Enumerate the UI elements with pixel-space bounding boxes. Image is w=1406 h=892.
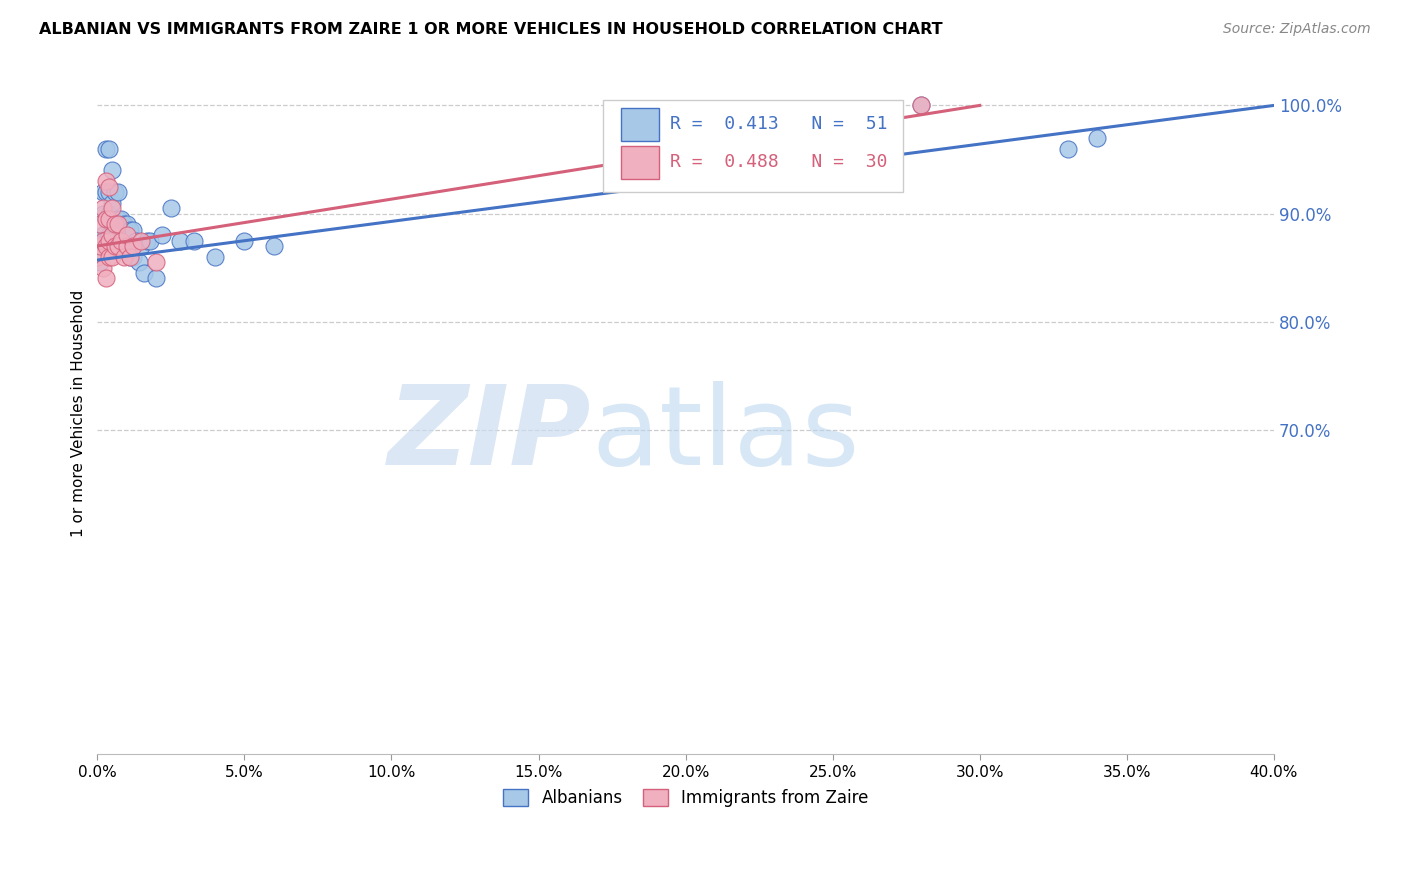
Text: R =  0.413   N =  51: R = 0.413 N = 51 [671, 115, 887, 133]
Point [131, 239, 153, 253]
Point [98, 211, 121, 226]
Legend: Albanians, Immigrants from Zaire: Albanians, Immigrants from Zaire [496, 782, 875, 814]
Point [101, 239, 124, 253]
Y-axis label: 1 or more Vehicles in Household: 1 or more Vehicles in Household [72, 290, 86, 537]
Point [121, 250, 143, 264]
Point [115, 239, 138, 253]
Point [910, 98, 932, 112]
Point [150, 228, 173, 243]
Point [107, 234, 129, 248]
Point [98, 234, 121, 248]
Point [107, 211, 129, 226]
Point [131, 234, 153, 248]
Point [112, 239, 135, 253]
Point [118, 250, 141, 264]
Point [183, 234, 205, 248]
Point [101, 218, 124, 232]
Point [89, 218, 111, 232]
Text: atlas: atlas [592, 381, 860, 488]
Point [233, 234, 256, 248]
Point [89, 255, 111, 269]
Point [107, 239, 129, 253]
Point [1057, 142, 1080, 156]
Point [1087, 131, 1109, 145]
Point [98, 228, 121, 243]
Point [89, 234, 111, 248]
Point [104, 239, 127, 253]
Point [101, 250, 124, 264]
Point [134, 266, 156, 280]
Point [115, 218, 138, 232]
Point [107, 218, 129, 232]
Point [96, 234, 118, 248]
Point [96, 211, 118, 226]
Point [91, 228, 114, 243]
Point [145, 271, 167, 285]
Point [101, 163, 124, 178]
Point [115, 228, 138, 243]
Point [91, 201, 114, 215]
Point [96, 239, 118, 253]
Point [89, 239, 111, 253]
Point [112, 250, 135, 264]
Point [86, 250, 108, 264]
Point [104, 185, 127, 199]
Point [124, 234, 146, 248]
Point [121, 239, 143, 253]
Point [115, 244, 138, 259]
Point [98, 142, 121, 156]
Point [101, 201, 124, 215]
Point [98, 185, 121, 199]
Text: ALBANIAN VS IMMIGRANTS FROM ZAIRE 1 OR MORE VEHICLES IN HOUSEHOLD CORRELATION CH: ALBANIAN VS IMMIGRANTS FROM ZAIRE 1 OR M… [39, 22, 943, 37]
Point [104, 218, 127, 232]
Point [263, 239, 285, 253]
Point [139, 234, 162, 248]
Point [91, 185, 114, 199]
Point [91, 234, 114, 248]
Point [110, 234, 132, 248]
Text: R =  0.488   N =  30: R = 0.488 N = 30 [671, 153, 887, 170]
Point [128, 255, 150, 269]
Point [96, 185, 118, 199]
Point [110, 211, 132, 226]
Point [104, 218, 127, 232]
Point [110, 234, 132, 248]
Point [169, 234, 191, 248]
Point [91, 206, 114, 220]
FancyBboxPatch shape [621, 146, 658, 178]
Point [96, 142, 118, 156]
Point [104, 239, 127, 253]
Text: Source: ZipAtlas.com: Source: ZipAtlas.com [1223, 22, 1371, 37]
Point [145, 255, 167, 269]
Point [91, 260, 114, 275]
Point [98, 206, 121, 220]
Point [136, 234, 159, 248]
Point [118, 223, 141, 237]
Point [107, 185, 129, 199]
Point [910, 98, 932, 112]
Point [204, 250, 226, 264]
Point [112, 218, 135, 232]
FancyBboxPatch shape [603, 100, 903, 192]
Point [96, 271, 118, 285]
Point [118, 250, 141, 264]
Text: ZIP: ZIP [388, 381, 592, 488]
FancyBboxPatch shape [621, 109, 658, 141]
Point [121, 223, 143, 237]
Point [101, 195, 124, 210]
Point [96, 211, 118, 226]
Point [160, 201, 183, 215]
Point [101, 228, 124, 243]
Point [86, 234, 108, 248]
Point [96, 174, 118, 188]
Point [98, 179, 121, 194]
Point [98, 250, 121, 264]
